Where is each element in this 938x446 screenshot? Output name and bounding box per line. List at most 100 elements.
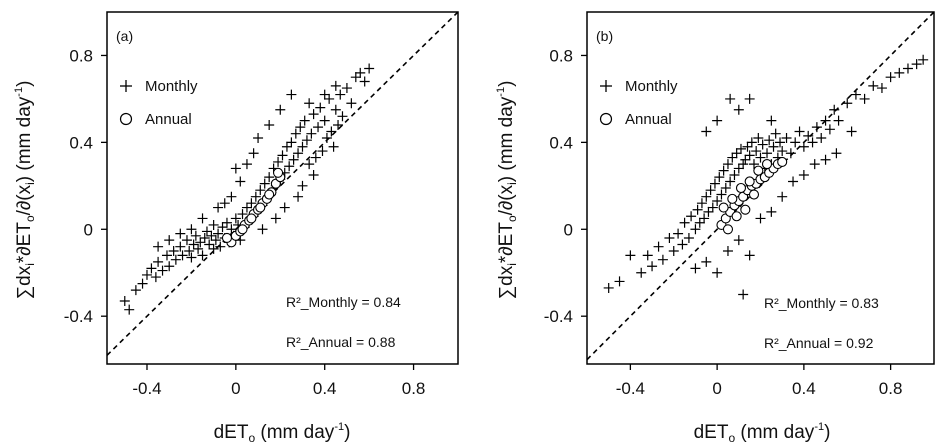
monthly-point [213,228,224,239]
monthly-point [170,254,181,265]
monthly-point [337,111,348,122]
monthly-point [712,196,723,207]
monthly-point [770,128,781,139]
monthly-point [833,115,844,126]
annual-point [718,202,729,213]
y-tick-label: 0 [564,220,573,239]
annual-point [264,189,275,200]
monthly-point [157,265,168,276]
monthly-point [738,159,749,170]
monthly-point [226,224,237,235]
monthly-point [775,137,786,148]
monthly-point [286,137,297,148]
monthly-point [177,250,188,261]
monthly-point [746,137,757,148]
annual-point [748,189,760,200]
x-tick-label: 0 [231,379,240,398]
monthly-point [153,256,164,267]
monthly-point [712,267,723,278]
monthly-point [712,115,723,126]
monthly-point [306,128,317,139]
x-tick-label: 0 [712,379,721,398]
monthly-point [150,272,161,283]
annual-point [237,224,248,235]
monthly-point [735,143,746,154]
monthly-point [694,217,705,228]
monthly-point [781,133,792,144]
legend: Monthly Annual [599,78,678,128]
monthly-point [299,115,310,126]
monthly-point [237,209,248,220]
monthly-point [699,213,710,224]
monthly-point [346,98,357,109]
monthly-point [902,63,913,74]
monthly-point [201,226,212,237]
monthly-point [153,241,164,252]
legend-label-monthly: Monthly [145,78,198,95]
monthly-point [206,230,217,241]
x-tick-label: 0.8 [879,379,903,398]
monthly-point [911,59,922,70]
monthly-point [317,146,328,157]
monthly-point [766,206,777,217]
x-axis-label: dETo (mm day-1) [214,421,351,445]
monthly-point [707,202,718,213]
monthly-point [755,213,766,224]
monthly-point [809,159,820,170]
monthly-point [279,202,290,213]
monthly-point [286,89,297,100]
monthly-point [757,139,768,150]
monthly-point [195,237,206,248]
monthly-point [722,159,733,170]
monthly-point [197,213,208,224]
monthly-point [190,230,201,241]
monthly-point [264,172,275,183]
monthly-point [705,185,716,196]
monthly-point [733,235,744,246]
monthly-point [657,254,668,265]
monthly-point [614,276,625,287]
monthly-point [284,161,295,172]
monthly-point [277,150,288,161]
monthly-point [333,119,344,130]
monthly-point [295,122,306,133]
monthly-point [297,180,308,191]
monthly-point [288,154,299,165]
plot-frame [106,11,459,365]
monthly-point [270,213,281,224]
monthly-point [146,263,157,274]
monthly-point [315,102,326,113]
monthly-point [777,146,788,157]
y-tick-label: 0 [84,220,93,239]
monthly-point [199,232,210,243]
monthly-point [235,176,246,187]
monthly-point [727,152,738,163]
monthly-point [720,183,731,193]
monthly-point [215,241,226,252]
monthly-point [788,176,799,187]
annual-point [722,224,734,235]
monthly-point [748,159,759,170]
panel-label: (b) [596,28,613,44]
monthly-point [785,148,796,159]
monthly-point [777,191,788,202]
monthly-point [246,198,257,209]
monthly-point [679,217,690,228]
monthly-point [718,165,729,176]
monthly-point [335,89,346,100]
legend-label-annual: Annual [625,111,672,128]
monthly-point [181,235,192,246]
monthly-point [807,137,818,148]
monthly-point [859,93,870,104]
monthly-point [868,80,879,91]
monthly-point [304,98,315,109]
y-ticks: -0.4 0 0.4 0.8 [64,46,107,326]
y-tick-label: 0.4 [549,133,573,152]
x-tick-label: 0.4 [313,379,337,398]
monthly-point [755,152,766,163]
y-tick-label: -0.4 [64,307,93,326]
y-tick-label: 0.8 [69,46,93,65]
x-tick-label: 0.4 [792,379,816,398]
monthly-point [281,141,292,152]
